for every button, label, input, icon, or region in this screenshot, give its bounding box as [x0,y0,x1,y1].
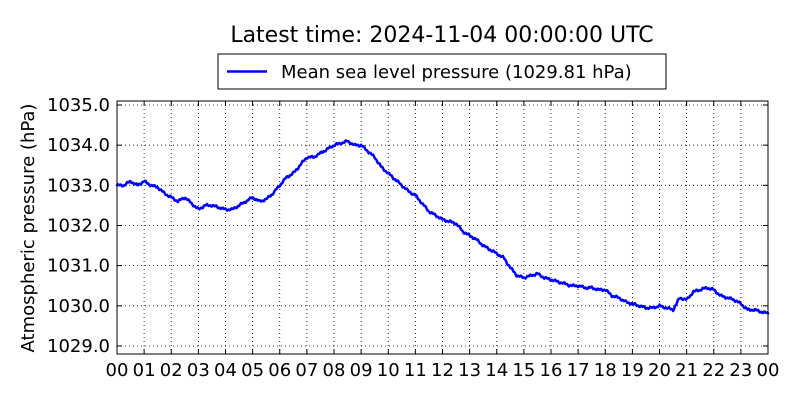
x-tick-label: 11 [404,360,427,381]
y-tick-label: 1032.0 [47,215,110,236]
y-tick-label: 1031.0 [47,256,110,277]
x-tick-label: 02 [160,360,183,381]
x-tick-label: 18 [594,360,617,381]
x-tick-label: 19 [621,360,644,381]
x-tick-label: 16 [540,360,563,381]
x-tick-label: 22 [702,360,725,381]
y-tick-label: 1034.0 [47,135,110,156]
x-tick-label: 00 [106,360,129,381]
x-tick-label: 20 [648,360,671,381]
y-tick-label: 1035.0 [47,95,110,116]
x-tick-label: 08 [323,360,346,381]
chart-legend: Mean sea level pressure (1029.81 hPa) [217,53,667,90]
x-tick-label: 07 [295,360,318,381]
plot-area-frame [116,100,769,355]
x-tick-label: 00 [757,360,780,381]
x-tick-label: 12 [431,360,454,381]
x-tick-label: 23 [729,360,752,381]
x-tick-label: 05 [241,360,264,381]
y-tick-label: 1030.0 [47,296,110,317]
y-tick-label: 1033.0 [47,175,110,196]
chart-title: Latest time: 2024-11-04 00:00:00 UTC [230,23,653,48]
y-tick-label: 1029.0 [47,336,110,357]
x-tick-label: 10 [377,360,400,381]
x-tick-label: 14 [485,360,508,381]
x-tick-label: 06 [268,360,291,381]
y-axis-tick-labels: 1029.0 1030.0 1031.0 1032.0 1033.0 1034.0 1035… [47,95,110,357]
legend-box [217,53,667,90]
x-tick-label: 13 [458,360,481,381]
legend-label: Mean sea level pressure (1029.81 hPa) [281,62,632,83]
pressure-series-line [115,139,770,315]
x-tick-label: 17 [567,360,590,381]
x-axis-tick-labels: 00 01 02 03 04 05 06 07 08 09 10 11 12 13 14 15 16 17 18 19… [106,360,780,381]
x-tick-label: 01 [133,360,156,381]
x-tick-label: 15 [512,360,535,381]
x-tick-label: 03 [187,360,210,381]
x-tick-label: 04 [214,360,237,381]
x-tick-label: 09 [350,360,373,381]
y-axis-label: Atmospheric pressure (hPa) [18,104,39,353]
x-tick-label: 21 [675,360,698,381]
